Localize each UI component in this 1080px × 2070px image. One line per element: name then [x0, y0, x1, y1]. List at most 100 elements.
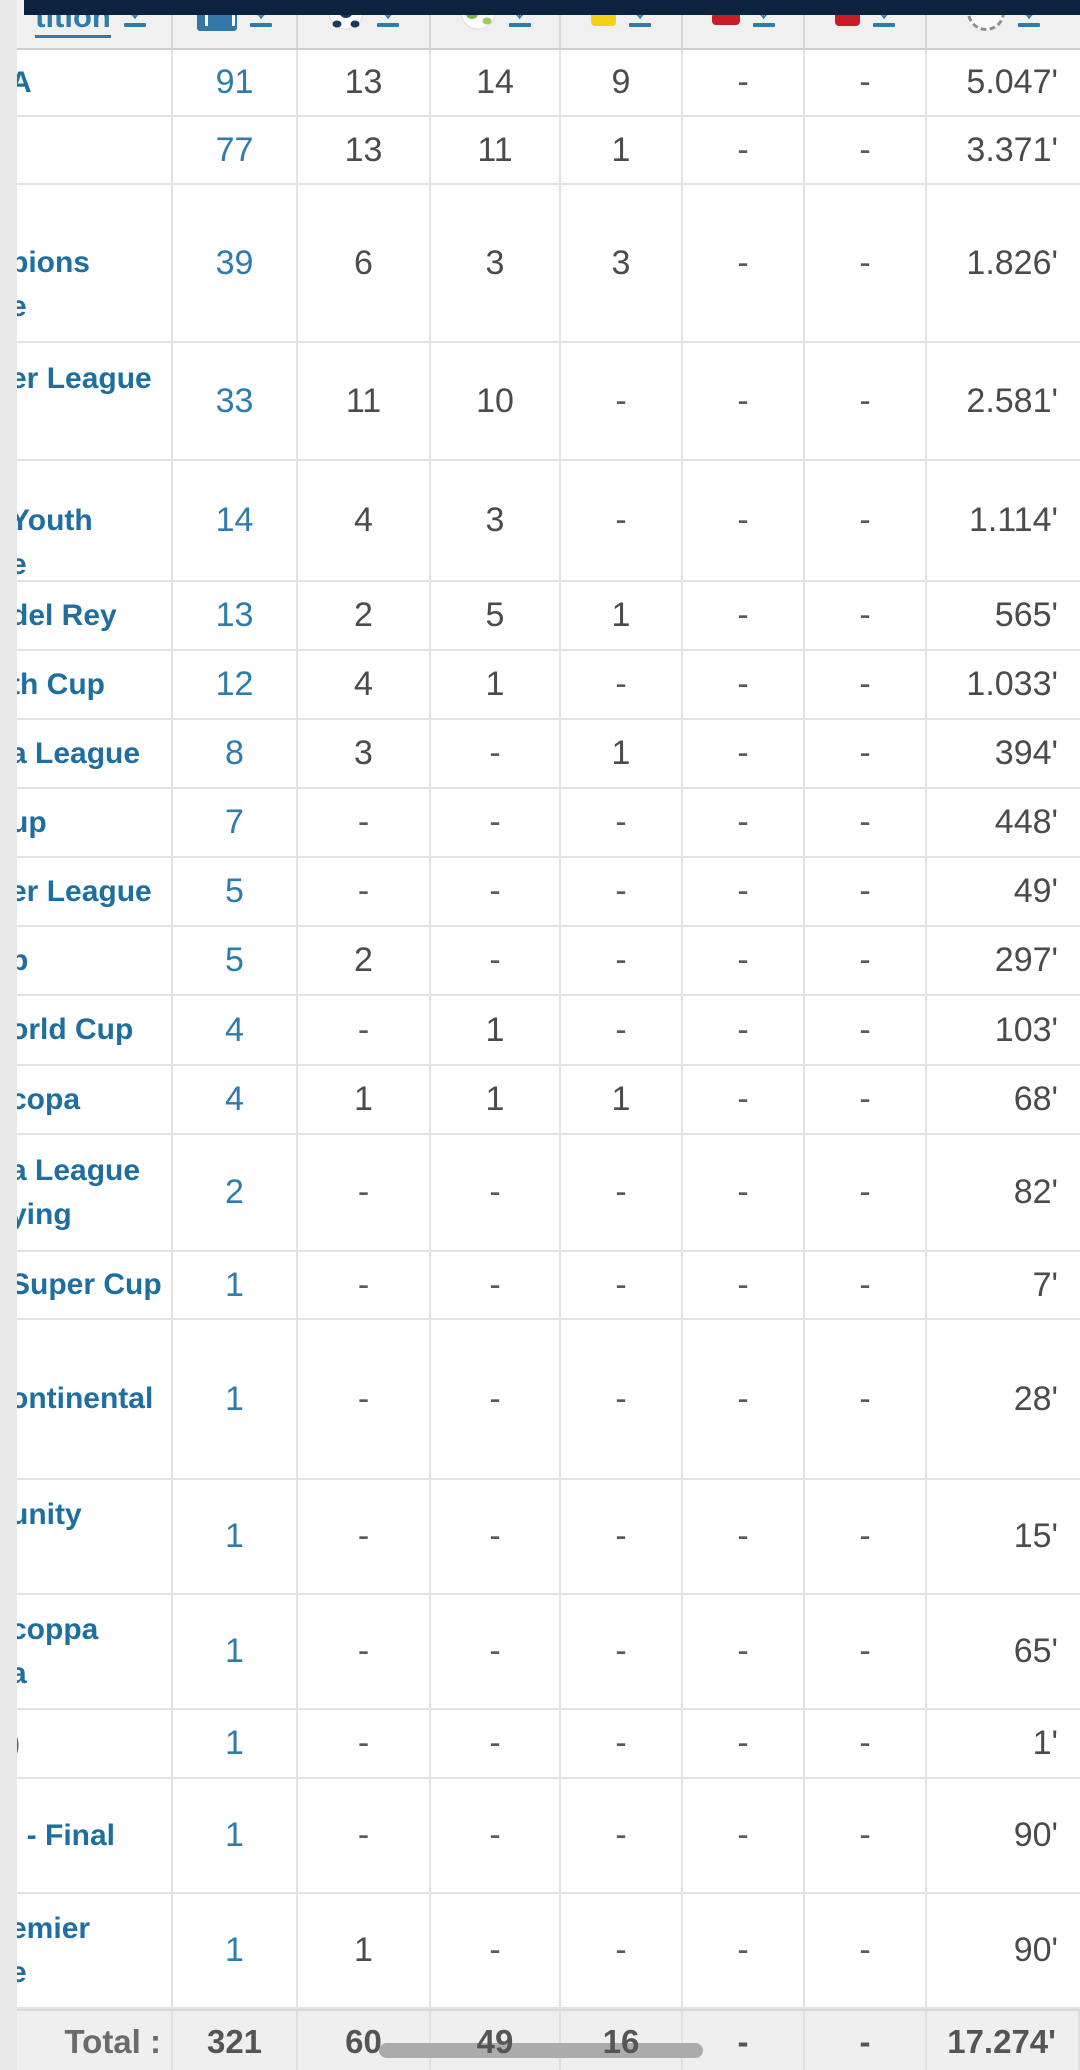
- competition-link[interactable]: emier e: [17, 1907, 171, 1995]
- appearances-value-text[interactable]: 5: [225, 941, 244, 979]
- second-yellow-cards-value: -: [683, 1480, 805, 1593]
- yellow-cards-value-text: -: [615, 501, 627, 539]
- competition-link[interactable]: . - Final: [17, 1814, 171, 1858]
- appearances-value-text[interactable]: 33: [215, 381, 254, 420]
- appearances-value-text[interactable]: 14: [215, 501, 254, 539]
- red-cards-value: -: [805, 185, 927, 341]
- competition-cell: a League ying: [17, 1135, 173, 1250]
- competition-link[interactable]: unity: [17, 1493, 171, 1581]
- red-cards-value: -: [805, 461, 927, 580]
- appearances-value-text[interactable]: 13: [215, 596, 254, 634]
- goals-value: 2: [298, 582, 431, 649]
- second-yellow-cards-value: -: [683, 343, 805, 459]
- red-cards-value: -: [805, 858, 927, 925]
- red-cards-value: -: [805, 789, 927, 856]
- competition-cell: emier e: [17, 1894, 173, 2007]
- appearances-value-text[interactable]: 5: [225, 872, 244, 910]
- assists-value-text: -: [489, 1632, 501, 1670]
- second-yellow-cards-value-text: -: [737, 1080, 749, 1118]
- yellow-cards-value: -: [561, 1894, 683, 2007]
- appearances-value: 1: [173, 1320, 298, 1478]
- competition-link[interactable]: a League: [17, 732, 171, 776]
- minutes-value: 7': [927, 1252, 1080, 1318]
- appearances-value-text[interactable]: 7: [225, 803, 244, 841]
- competition-link-line: up: [17, 805, 47, 839]
- minutes-value-text: 1.826': [966, 243, 1058, 282]
- appearances-value: 91: [173, 50, 298, 115]
- competition-link[interactable]: orld Cup: [17, 1008, 171, 1052]
- minutes-value: 82': [927, 1135, 1080, 1250]
- goals-value-text: -: [357, 1265, 370, 1304]
- competition-link[interactable]: ontinental: [17, 1377, 171, 1421]
- red-cards-value-text: -: [859, 803, 871, 841]
- goals-value: 4: [298, 651, 431, 718]
- red-cards-value: -: [805, 927, 927, 994]
- appearances-value-text[interactable]: 4: [225, 1080, 244, 1118]
- goals-value: 1: [298, 1894, 431, 2007]
- minutes-value-text: 394': [994, 734, 1058, 772]
- appearances-value-text[interactable]: 91: [215, 63, 254, 101]
- assists-value-text: -: [489, 734, 501, 772]
- red-cards-value: -: [805, 117, 927, 183]
- yellow-cards-value: -: [561, 996, 683, 1064]
- red-cards-value-text: -: [859, 665, 871, 703]
- second-yellow-cards-value-text: -: [737, 381, 749, 420]
- appearances-value-text[interactable]: 1: [225, 1379, 244, 1418]
- appearances-value-text[interactable]: 1: [225, 1265, 244, 1304]
- horizontal-scrollbar-thumb[interactable]: [379, 2043, 703, 2058]
- competition-link[interactable]: ): [17, 1722, 171, 1766]
- competition-link[interactable]: pions e: [17, 197, 171, 329]
- second-yellow-cards-value-text: -: [737, 665, 749, 703]
- competition-link[interactable]: Youth e: [17, 461, 171, 581]
- competition-link[interactable]: er League: [17, 870, 171, 914]
- competition-link[interactable]: up: [17, 801, 171, 845]
- assists-value-text: -: [489, 872, 501, 910]
- competition-link[interactable]: th Cup: [17, 663, 171, 707]
- appearances-value-text[interactable]: 1: [225, 1931, 244, 1969]
- red-cards-value: -: [805, 1595, 927, 1708]
- red-cards-value-text: -: [859, 1265, 871, 1304]
- competition-link[interactable]: er League: [17, 357, 171, 445]
- red-cards-value-text: -: [859, 1632, 871, 1670]
- red-cards-value: -: [805, 1710, 927, 1777]
- red-cards-value-text: -: [859, 1724, 871, 1762]
- goals-value-text: 2: [354, 596, 373, 634]
- competition-link[interactable]: A: [17, 61, 171, 105]
- competition-link[interactable]: coppa a: [17, 1608, 171, 1696]
- second-yellow-cards-value-text: -: [737, 803, 749, 841]
- goals-value-text: 13: [344, 130, 383, 169]
- assists-value: -: [431, 1480, 561, 1593]
- minutes-value: 394': [927, 720, 1080, 787]
- competition-link[interactable]: Super Cup: [17, 1263, 171, 1307]
- yellow-cards-value-text: -: [615, 665, 627, 703]
- appearances-value-text[interactable]: 4: [225, 1010, 244, 1049]
- table-body: A9113149--5.047'7713111--3.371'pionse396…: [17, 50, 1080, 2009]
- competition-link-line: emier: [17, 1911, 91, 1945]
- total-appearances: 321: [206, 2023, 263, 2060]
- assists-value-text: -: [489, 1173, 501, 1211]
- red-cards-value-text: -: [859, 734, 871, 772]
- competition-link-line: . - Final: [17, 1818, 115, 1852]
- competition-link[interactable]: a League ying: [17, 1149, 171, 1237]
- appearances-value-text[interactable]: 39: [215, 243, 254, 282]
- appearances-value-text[interactable]: 1: [225, 1816, 244, 1854]
- appearances-value-text[interactable]: 1: [225, 1632, 244, 1670]
- competition-link[interactable]: copa: [17, 1078, 171, 1122]
- second-yellow-cards-value-text: -: [737, 1517, 749, 1555]
- competition-link[interactable]: p: [17, 939, 171, 983]
- appearances-value-text[interactable]: 1: [225, 1517, 244, 1555]
- goals-value: 11: [298, 343, 431, 459]
- minutes-value: 565': [927, 582, 1080, 649]
- appearances-value-text[interactable]: 1: [225, 1724, 244, 1762]
- appearances-value-text[interactable]: 12: [215, 665, 254, 703]
- table-row: 77 13 11 1- -3.371': [17, 117, 1080, 185]
- competition-cell: coppa a: [17, 1595, 173, 1708]
- appearances-value-text[interactable]: 77: [215, 130, 254, 169]
- appearances-value: 5: [173, 858, 298, 925]
- table-row: copa 4 1 1 1 - - 68': [17, 1066, 1080, 1135]
- competition-link[interactable]: del Rey: [17, 594, 171, 638]
- competition-cell: A: [17, 50, 173, 115]
- appearances-value-text[interactable]: 8: [225, 734, 244, 772]
- appearances-value-text[interactable]: 2: [225, 1173, 244, 1211]
